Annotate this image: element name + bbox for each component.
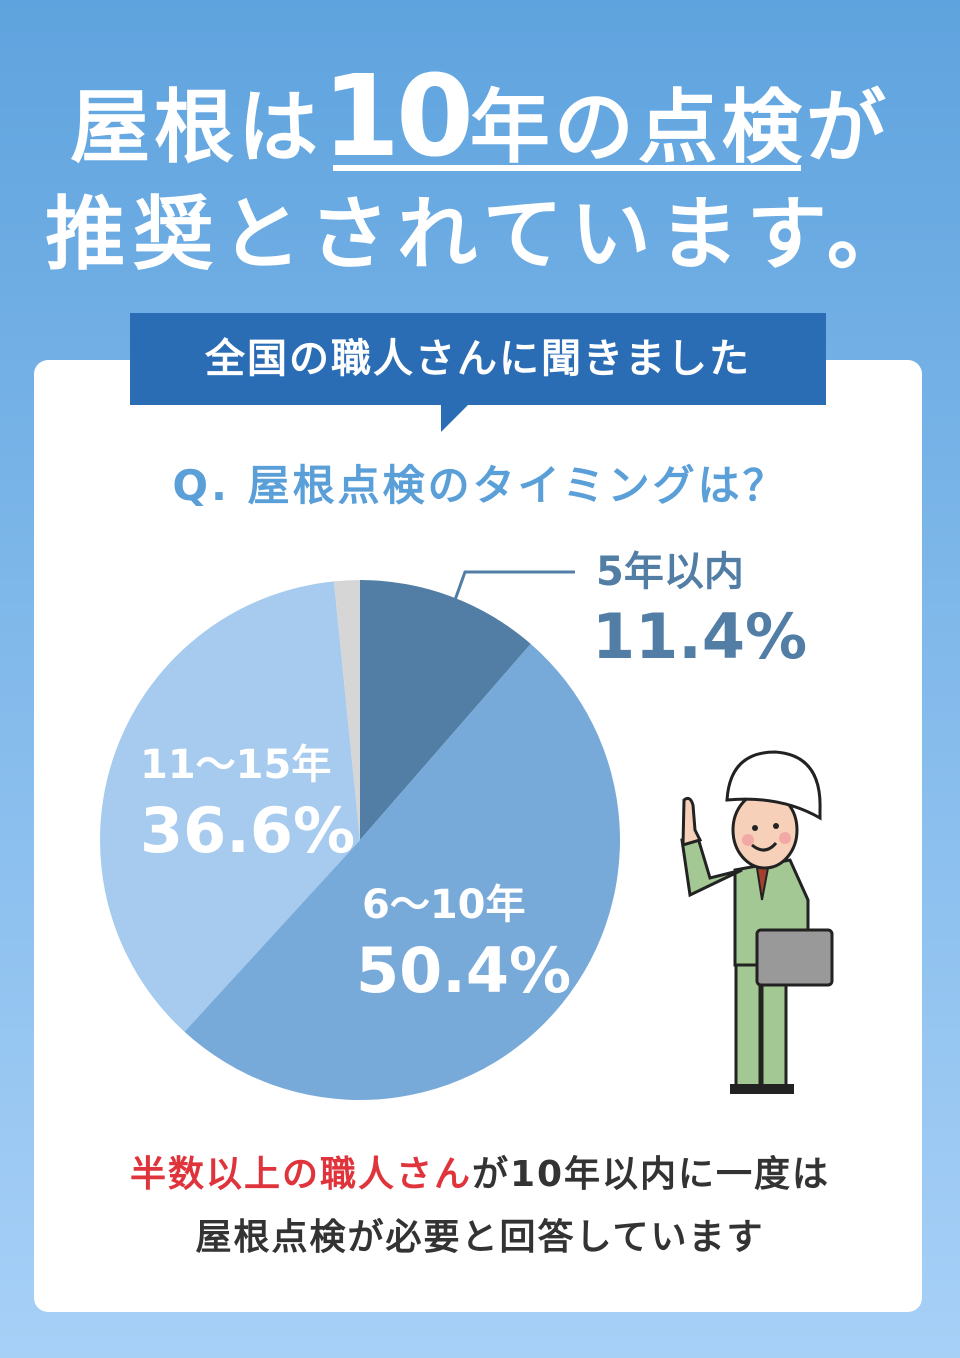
slice-label-11-15yr: 11〜15年 [140, 742, 332, 788]
caption-line1: 半数以上の職人さんが10年以内に一度は [0, 1145, 960, 1197]
headline-line2: 推奨とされています。 [45, 188, 915, 281]
slice-label-6-10yr: 6〜10年 [362, 882, 526, 928]
survey-banner: 全国の職人さんに聞きました [130, 313, 826, 405]
headline-number: 10 [322, 52, 474, 182]
caption-highlight: 半数以上の職人さん [129, 1154, 472, 1195]
caption-line2: 屋根点検が必要と回答しています [195, 1217, 765, 1258]
leader-line [453, 570, 575, 601]
caption-text: が10年以内に一度は [471, 1154, 831, 1195]
pie-slice-3 [333, 580, 360, 840]
pie-slice-1 [184, 643, 621, 1101]
worker-illustration [680, 750, 834, 1094]
headline-line1: 屋根は10年の点検が [0, 61, 960, 183]
headline-text: 屋根は [70, 81, 323, 174]
headline-text: 年の点検が [469, 81, 890, 174]
headline-underline [333, 165, 801, 171]
slice-value-6-10yr: 50.4% [356, 934, 572, 1007]
question-heading: Q. 屋根点検のタイミングは？ [172, 461, 788, 510]
pie-slice-0 [360, 580, 531, 840]
slice-value-11-15yr: 36.6% [140, 794, 356, 867]
banner-tail [441, 404, 469, 432]
slice-value-5yr: 11.4% [592, 600, 808, 673]
pie-slice-2 [99, 581, 360, 1032]
slice-label-5yr: 5年以内 [596, 549, 744, 595]
